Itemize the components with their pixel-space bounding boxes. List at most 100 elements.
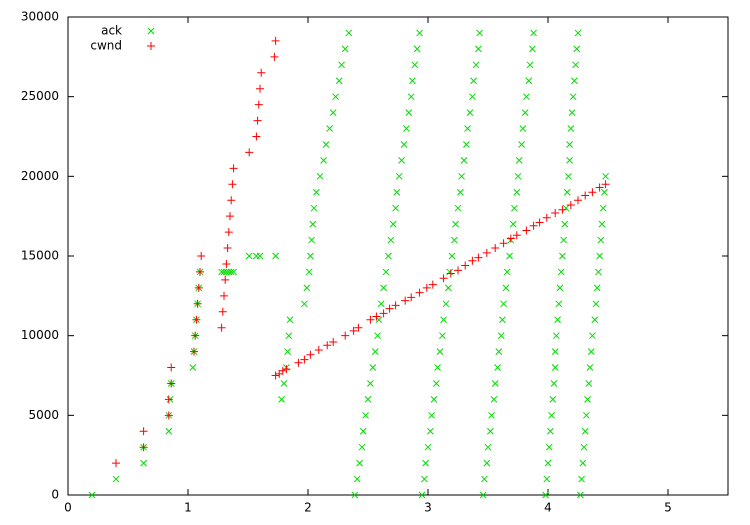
point <box>562 204 570 212</box>
point <box>367 380 374 387</box>
point <box>454 266 462 275</box>
point <box>403 125 410 132</box>
point <box>284 348 291 355</box>
x-tick-label: 1 <box>184 501 192 515</box>
point <box>313 188 320 196</box>
point <box>555 300 563 308</box>
point <box>427 427 434 435</box>
point <box>196 267 204 276</box>
point <box>415 288 424 297</box>
point <box>278 396 285 403</box>
point <box>398 157 405 164</box>
point <box>519 125 527 132</box>
point <box>167 379 176 388</box>
point <box>424 443 432 451</box>
point <box>581 427 589 435</box>
y-tick-label: 0 <box>51 488 59 502</box>
point <box>497 332 505 340</box>
point <box>413 45 421 53</box>
point <box>411 61 419 69</box>
point <box>253 116 262 125</box>
point <box>461 261 470 270</box>
point <box>526 61 534 69</box>
point <box>353 475 361 483</box>
point <box>457 188 464 196</box>
point <box>574 29 582 37</box>
point <box>222 259 231 268</box>
point <box>335 77 343 85</box>
point <box>316 172 324 180</box>
point <box>257 68 266 77</box>
point <box>553 332 560 340</box>
point <box>409 77 416 85</box>
point <box>189 364 197 371</box>
point <box>469 93 476 101</box>
point <box>560 236 567 244</box>
point <box>464 125 471 132</box>
point <box>310 204 318 212</box>
point <box>542 213 551 222</box>
point <box>583 411 590 419</box>
point <box>139 427 148 436</box>
point <box>223 244 232 253</box>
point <box>502 284 510 292</box>
point <box>518 141 525 148</box>
point <box>380 284 387 292</box>
point <box>428 280 437 289</box>
point <box>272 252 279 260</box>
point <box>221 275 230 284</box>
point <box>446 268 453 276</box>
point <box>511 204 518 212</box>
legend-marker <box>147 27 155 35</box>
point <box>591 316 599 324</box>
point <box>499 239 508 248</box>
point <box>488 411 495 419</box>
point <box>379 309 388 318</box>
y-tick-label: 30000 <box>21 10 59 24</box>
point <box>275 369 284 378</box>
point <box>595 183 604 192</box>
point <box>470 77 477 85</box>
point <box>358 443 366 451</box>
point <box>303 284 311 292</box>
point <box>270 52 279 61</box>
point <box>522 226 531 235</box>
point <box>433 380 440 387</box>
point <box>573 45 581 53</box>
point <box>487 427 494 435</box>
point <box>554 316 561 324</box>
point <box>568 109 576 116</box>
point <box>326 125 333 132</box>
point <box>585 380 593 387</box>
point <box>577 491 584 499</box>
point <box>567 125 575 132</box>
point <box>366 315 375 324</box>
point <box>551 364 559 371</box>
point <box>223 268 230 276</box>
point <box>422 459 429 467</box>
point <box>226 212 234 221</box>
point <box>305 268 313 276</box>
point <box>503 268 511 276</box>
point <box>338 61 345 69</box>
point <box>389 220 397 228</box>
point <box>521 109 529 116</box>
point <box>586 364 594 371</box>
point <box>569 93 577 101</box>
point <box>421 475 428 483</box>
point <box>382 268 390 276</box>
point <box>400 141 408 148</box>
point <box>484 443 492 451</box>
point <box>549 396 557 403</box>
point <box>571 77 578 85</box>
point <box>578 475 585 483</box>
point <box>587 348 595 355</box>
point <box>164 395 173 404</box>
point <box>362 411 369 419</box>
point <box>566 141 573 148</box>
y-tick-label: 5000 <box>28 408 59 422</box>
point <box>495 348 503 355</box>
point <box>589 332 596 340</box>
point <box>254 100 263 109</box>
